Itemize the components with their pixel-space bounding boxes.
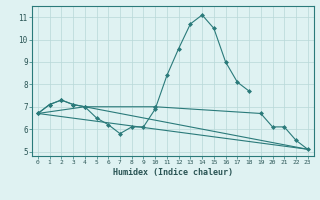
- X-axis label: Humidex (Indice chaleur): Humidex (Indice chaleur): [113, 168, 233, 177]
